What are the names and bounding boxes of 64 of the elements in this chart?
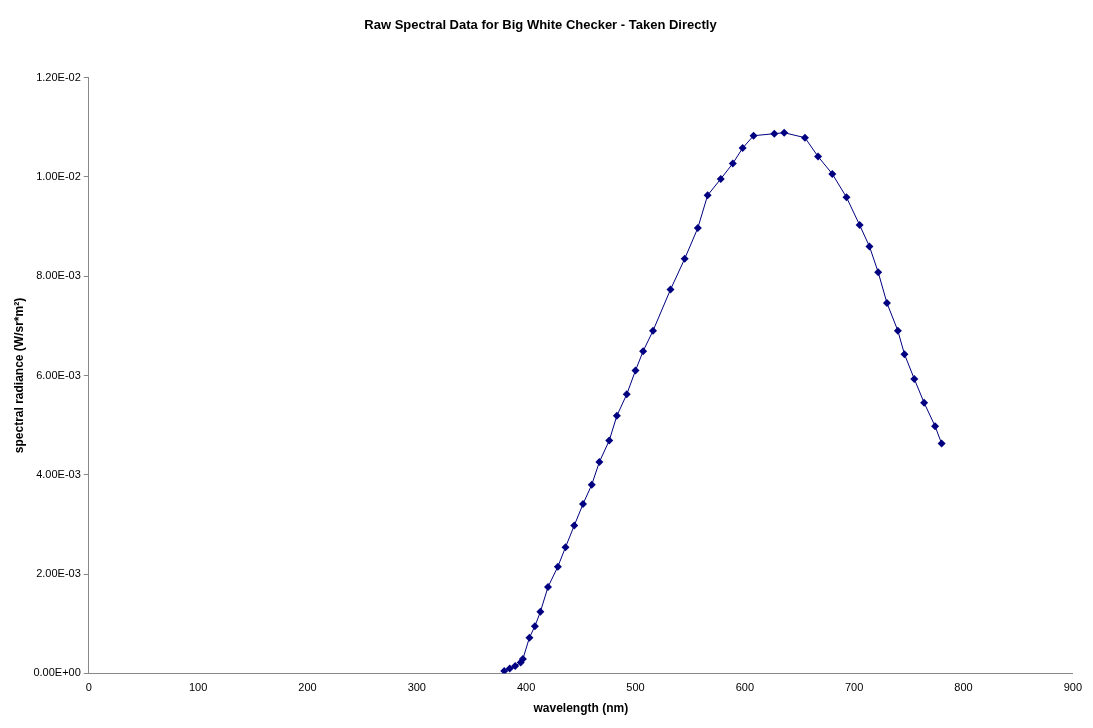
- point: [874, 268, 883, 277]
- point: [931, 422, 940, 431]
- point: [937, 439, 946, 448]
- point: [680, 254, 689, 263]
- point: [530, 622, 539, 631]
- point: [587, 480, 596, 489]
- point: [536, 607, 545, 616]
- x-tick-label: 200: [298, 681, 317, 694]
- point: [728, 159, 737, 168]
- point: [518, 655, 527, 663]
- point: [780, 128, 789, 137]
- point: [770, 129, 779, 138]
- point: [639, 347, 648, 356]
- point: [500, 666, 509, 674]
- x-tick-label: 500: [626, 681, 645, 694]
- point: [716, 174, 725, 183]
- y-axis-title: spectral radiance (W/sr*m²): [11, 297, 26, 454]
- x-tick-label: 0: [85, 681, 92, 694]
- point: [865, 242, 874, 251]
- point: [800, 133, 809, 142]
- point: [612, 411, 621, 420]
- point: [666, 285, 675, 294]
- y-tick-label: 2.00E-03: [36, 567, 81, 580]
- y-tick-label: 6.00E-03: [36, 368, 81, 381]
- point: [511, 661, 520, 670]
- point: [622, 390, 631, 399]
- x-tick-label: 600: [735, 681, 754, 694]
- point: [920, 398, 929, 407]
- point: [693, 224, 702, 233]
- y-tick-label: 8.00E-03: [36, 269, 81, 282]
- chart-title: Raw Spectral Data for Big White Checker - Taken Directly: [364, 17, 718, 33]
- x-axis-title: wavelength (nm): [532, 701, 629, 716]
- y-tick-label: 4.00E-03: [36, 467, 81, 480]
- x-tick-label: 100: [188, 681, 208, 694]
- x-tick-label: 400: [516, 681, 536, 694]
- point: [553, 562, 562, 571]
- point: [738, 144, 747, 153]
- point: [703, 191, 712, 200]
- x-tick-label: 300: [407, 681, 426, 694]
- point: [842, 193, 851, 202]
- x-tick-label: 800: [954, 681, 973, 694]
- point: [544, 583, 553, 592]
- x-tick-label: 900: [1063, 681, 1082, 694]
- point: [579, 500, 587, 509]
- point: [505, 664, 514, 673]
- y-tick-label: 1.20E-02: [36, 70, 81, 83]
- point: [882, 299, 891, 308]
- point: [893, 326, 902, 335]
- point: [814, 152, 823, 161]
- point: [855, 221, 864, 230]
- point: [525, 633, 534, 642]
- point: [570, 521, 579, 530]
- point: [648, 326, 657, 335]
- point: [595, 457, 604, 466]
- point: [828, 169, 837, 178]
- point: [561, 543, 570, 552]
- point: [900, 350, 909, 359]
- point: [605, 436, 614, 445]
- point: [631, 366, 640, 375]
- point: [749, 131, 758, 140]
- x-tick-label: 700: [844, 681, 864, 694]
- y-tick-label: 1.00E-02: [36, 169, 81, 182]
- point: [910, 374, 919, 383]
- y-tick-label: 0.00E+00: [33, 666, 81, 679]
